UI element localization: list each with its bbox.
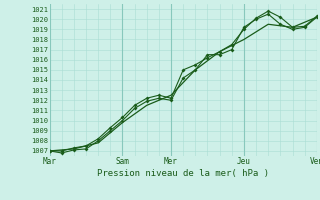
X-axis label: Pression niveau de la mer( hPa ): Pression niveau de la mer( hPa ) [97,169,269,178]
